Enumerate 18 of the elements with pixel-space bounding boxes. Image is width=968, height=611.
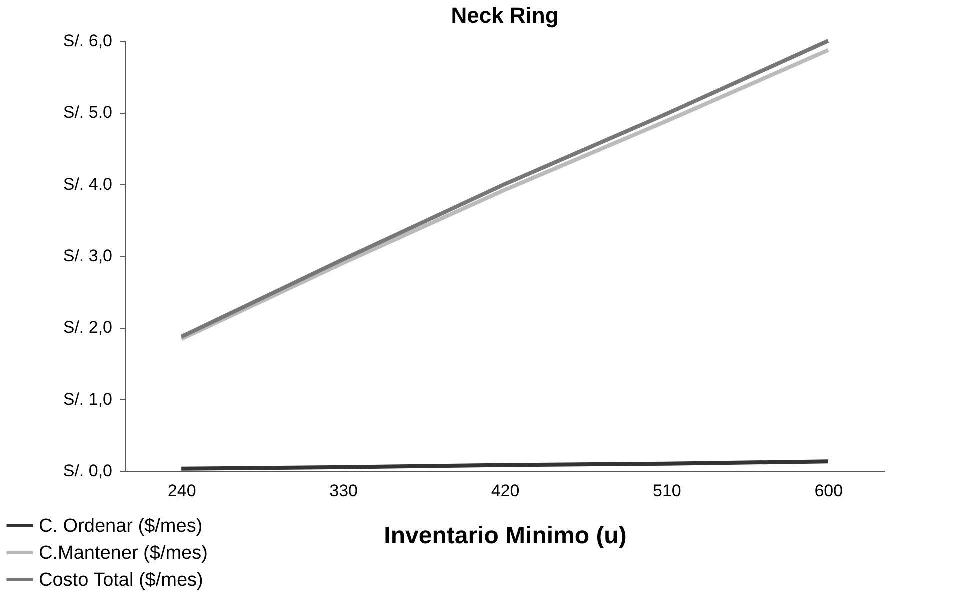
- y-tick-label: S/. 5.0: [63, 103, 112, 122]
- legend-label: Costo Total ($/mes): [39, 570, 204, 591]
- legend-label: C. Ordenar ($/mes): [39, 516, 203, 537]
- x-axis-title: Inventario Minimo (u): [384, 522, 627, 550]
- chart-title: Neck Ring: [451, 3, 559, 28]
- x-tick-label: 510: [653, 482, 682, 500]
- y-tick-label: S/. 1,0: [63, 390, 112, 409]
- legend-label: C.Mantener ($/mes): [39, 543, 208, 564]
- y-tick-label: S/. 2,0: [63, 318, 112, 338]
- line-series: [180, 460, 830, 471]
- x-tick-label: 600: [814, 482, 844, 500]
- y-tick-label: S/. 4.0: [63, 174, 112, 194]
- x-tick-label: 240: [168, 482, 196, 500]
- x-tick-label: 330: [330, 482, 358, 500]
- y-tick-label: S/. 3,0: [63, 246, 112, 266]
- y-tick-label: S/. 0,0: [63, 462, 112, 480]
- y-tick-label: S/. 6,0: [63, 32, 112, 50]
- x-tick-label: 420: [491, 482, 520, 500]
